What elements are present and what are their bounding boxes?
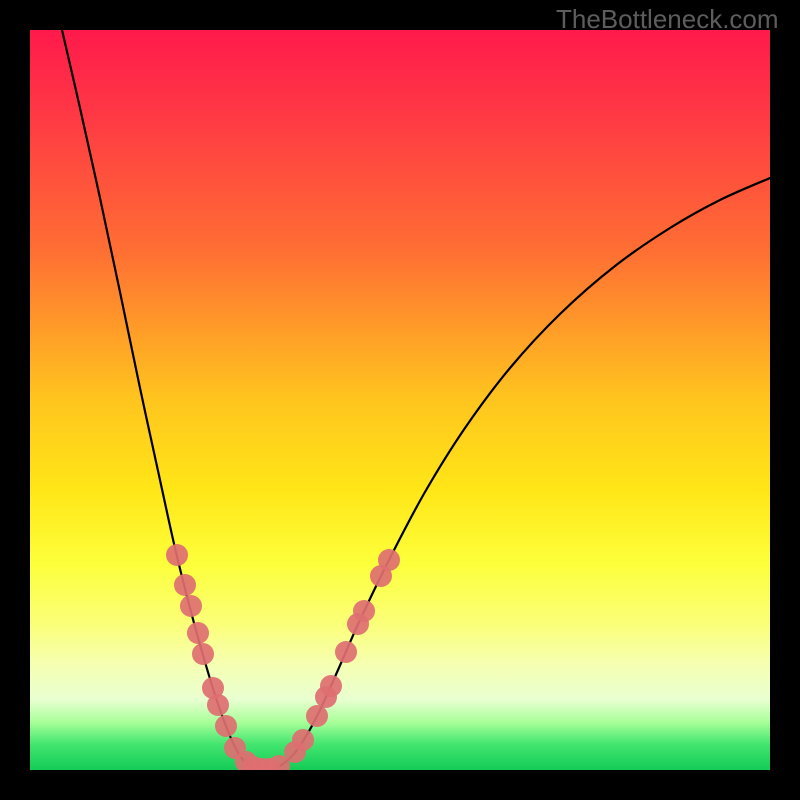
chart-root: TheBottleneck.com	[0, 0, 800, 800]
data-marker	[306, 705, 328, 727]
data-marker	[353, 600, 375, 622]
data-marker	[180, 595, 202, 617]
data-marker	[378, 549, 400, 571]
data-marker	[335, 641, 357, 663]
data-marker	[215, 715, 237, 737]
data-marker	[292, 729, 314, 751]
data-marker	[174, 574, 196, 596]
watermark-text: TheBottleneck.com	[556, 4, 779, 35]
data-marker	[207, 694, 229, 716]
data-marker	[166, 544, 188, 566]
data-marker	[192, 643, 214, 665]
data-marker	[320, 675, 342, 697]
data-marker	[187, 622, 209, 644]
plot-background	[30, 30, 770, 770]
chart-svg	[0, 0, 800, 800]
